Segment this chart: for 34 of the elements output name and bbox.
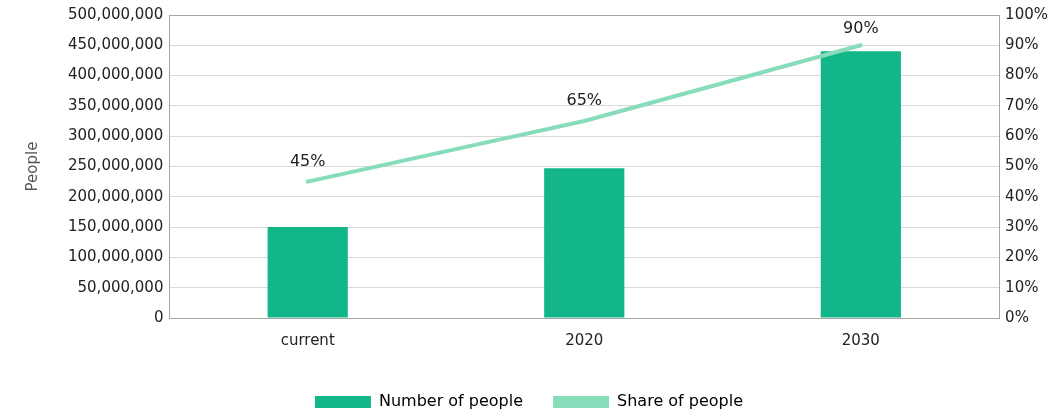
y-tick-label: 150,000,000 — [67, 216, 164, 235]
y-tick-label: 300,000,000 — [67, 126, 164, 145]
y-tick-label: 0 — [153, 307, 164, 326]
y2-tick-label: 40% — [1005, 186, 1039, 205]
y2-tick-label: 60% — [1005, 126, 1039, 145]
y2-tick-label: 100% — [1005, 4, 1049, 23]
bar — [267, 227, 348, 318]
y2-tick-label: 90% — [1005, 35, 1039, 54]
data-label: 45% — [289, 150, 326, 170]
y2-tick-label: 70% — [1005, 95, 1039, 114]
y2-tick-label: 10% — [1005, 277, 1039, 296]
bar — [820, 51, 901, 318]
y-tick-label: 100,000,000 — [67, 247, 164, 266]
y-tick-label: 400,000,000 — [67, 65, 164, 84]
y-tick-label: 350,000,000 — [67, 95, 164, 114]
y-tick-label: 250,000,000 — [67, 156, 164, 175]
y2-tick-label: 80% — [1005, 65, 1039, 84]
y-axis-title: People — [22, 141, 41, 192]
legend-label: Share of people — [617, 391, 744, 411]
y-tick-label: 450,000,000 — [67, 35, 164, 54]
x-tick-label: 2020 — [565, 330, 604, 349]
y-tick-label: 50,000,000 — [77, 277, 164, 296]
data-label: 65% — [566, 90, 603, 110]
x-tick-label: current — [280, 330, 335, 349]
bar — [544, 168, 625, 318]
legend-label: Number of people — [378, 391, 524, 411]
y2-tick-label: 50% — [1005, 156, 1039, 175]
y2-tick-label: 0% — [1005, 307, 1029, 326]
x-tick-label: 2030 — [841, 330, 880, 349]
y-tick-label: 200,000,000 — [67, 186, 164, 205]
data-label: 90% — [843, 18, 879, 38]
y2-tick-label: 20% — [1005, 247, 1039, 266]
y-tick-label: 500,000,000 — [67, 4, 164, 23]
y2-tick-label: 30% — [1005, 216, 1039, 235]
